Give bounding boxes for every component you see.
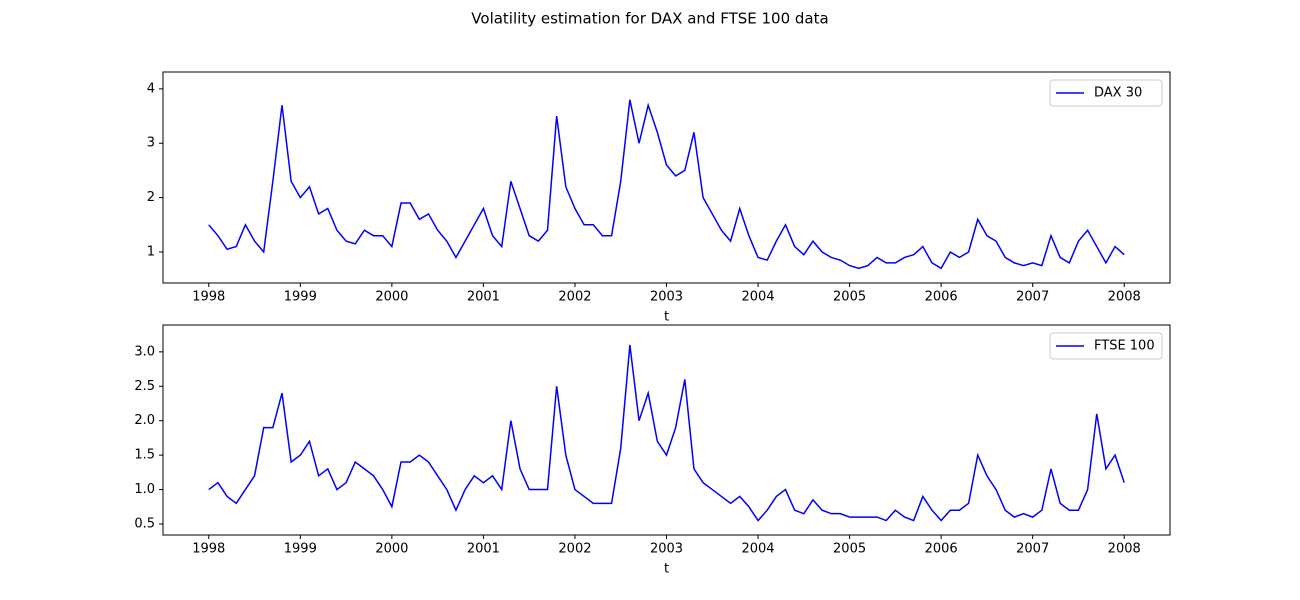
x-tick-label: 2007 [1016, 542, 1049, 557]
series-line [208, 99, 1125, 270]
x-tick-label: 2001 [467, 290, 500, 305]
x-tick-label: 1998 [192, 542, 225, 557]
x-tick-label: 2005 [833, 542, 866, 557]
figure-title: Volatility estimation for DAX and FTSE 1… [471, 10, 828, 28]
x-tick-label: 2003 [650, 290, 683, 305]
legend-box [1049, 79, 1163, 107]
axes-frame [162, 71, 1171, 284]
y-tick-label: 1.0 [134, 482, 155, 497]
y-tick-label: 3 [147, 136, 155, 151]
axes-frame [162, 324, 1171, 536]
x-tick-label: 2006 [925, 542, 958, 557]
x-tick-label: 2001 [467, 542, 500, 557]
x-tick-label: 2000 [375, 290, 408, 305]
x-tick-label: 1999 [284, 290, 317, 305]
x-tick-label: 1999 [284, 542, 317, 557]
y-tick-label: 4 [147, 81, 155, 96]
legend-label: DAX 30 [1094, 86, 1142, 101]
x-tick-label: 2005 [833, 290, 866, 305]
y-tick-label: 0.5 [134, 516, 155, 531]
x-tick-label: 2003 [650, 542, 683, 557]
x-tick-label: 1998 [192, 290, 225, 305]
x-tick-label: 2006 [925, 290, 958, 305]
x-tick-label: 2008 [1108, 542, 1141, 557]
x-axis-label: t [664, 310, 669, 325]
y-tick-label: 2.5 [134, 379, 155, 394]
legend-box [1049, 332, 1163, 360]
x-axis-label: t [664, 562, 669, 577]
x-tick-label: 2000 [375, 542, 408, 557]
x-tick-label: 2002 [558, 290, 591, 305]
y-tick-label: 2.0 [134, 413, 155, 428]
x-tick-label: 2007 [1016, 290, 1049, 305]
y-tick-label: 1.5 [134, 448, 155, 463]
y-tick-label: 3.0 [134, 344, 155, 359]
legend-label: FTSE 100 [1094, 339, 1155, 354]
x-tick-label: 2004 [741, 290, 774, 305]
y-tick-label: 1 [147, 245, 155, 260]
x-tick-label: 2004 [741, 542, 774, 557]
x-tick-label: 2008 [1108, 290, 1141, 305]
x-tick-label: 2002 [558, 542, 591, 557]
y-tick-label: 2 [147, 190, 155, 205]
series-line [208, 344, 1125, 522]
